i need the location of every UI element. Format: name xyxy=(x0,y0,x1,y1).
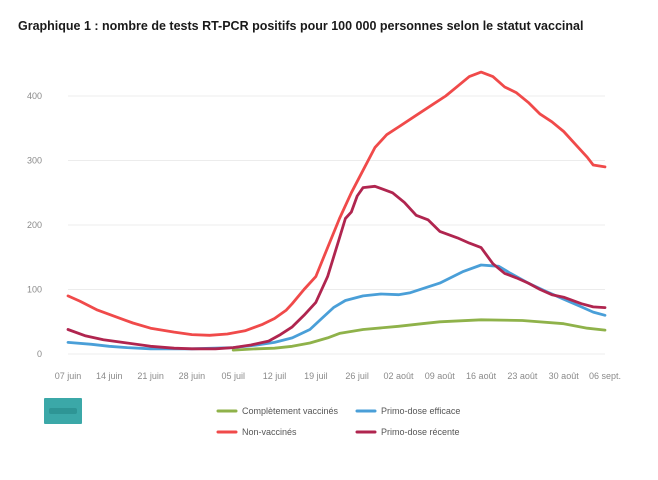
series-line-primo-dose-efficace xyxy=(66,263,607,351)
x-tick-label: 21 juin xyxy=(137,371,164,381)
y-tick-label: 400 xyxy=(27,91,42,101)
x-tick-label: 09 août xyxy=(425,371,456,381)
x-tick-label: 28 juin xyxy=(179,371,206,381)
legend-label: Complètement vaccinés xyxy=(242,406,339,416)
series-line-compl-tement-vaccin-s xyxy=(231,318,607,352)
y-tick-label: 0 xyxy=(37,349,42,359)
legend-label: Primo-dose efficace xyxy=(381,406,460,416)
x-tick-label: 19 juil xyxy=(304,371,328,381)
y-tick-label: 200 xyxy=(27,220,42,230)
series-line-primo-dose-r-cente xyxy=(66,184,607,351)
x-tick-label: 07 juin xyxy=(55,371,82,381)
x-tick-label: 16 août xyxy=(466,371,497,381)
legend-label: Non-vaccinés xyxy=(242,427,297,437)
x-tick-label: 26 juil xyxy=(345,371,369,381)
y-tick-label: 300 xyxy=(27,156,42,166)
x-tick-label: 30 août xyxy=(549,371,580,381)
logo xyxy=(44,398,82,424)
legend-label: Primo-dose récente xyxy=(381,427,460,437)
series-line-non-vaccin-s xyxy=(66,70,607,337)
y-tick-label: 100 xyxy=(27,285,42,295)
x-tick-label: 14 juin xyxy=(96,371,123,381)
x-tick-label: 02 août xyxy=(383,371,414,381)
x-tick-label: 12 juil xyxy=(263,371,287,381)
x-tick-label: 05 juil xyxy=(221,371,245,381)
x-tick-label: 23 août xyxy=(507,371,538,381)
chart-title: Graphique 1 : nombre de tests RT-PCR pos… xyxy=(18,19,584,33)
x-tick-label: 06 sept. xyxy=(589,371,621,381)
